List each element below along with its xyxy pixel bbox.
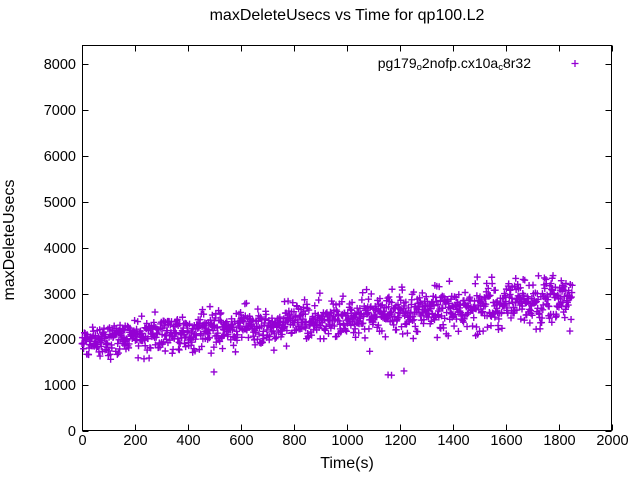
svg-text:200: 200: [123, 433, 147, 449]
svg-text:1600: 1600: [490, 433, 522, 449]
svg-text:1000: 1000: [331, 433, 363, 449]
svg-text:1200: 1200: [384, 433, 416, 449]
svg-text:5000: 5000: [44, 195, 76, 211]
svg-text:0: 0: [68, 424, 76, 440]
svg-text:maxDeleteUsecs vs Time for qp1: maxDeleteUsecs vs Time for qp100.L2: [210, 7, 485, 24]
svg-text:1800: 1800: [543, 433, 575, 449]
svg-text:8000: 8000: [44, 57, 76, 73]
svg-text:6000: 6000: [44, 149, 76, 165]
svg-text:3000: 3000: [44, 287, 76, 303]
svg-text:Time(s): Time(s): [320, 455, 374, 472]
svg-text:1400: 1400: [437, 433, 469, 449]
svg-text:800: 800: [282, 433, 306, 449]
svg-text:maxDeleteUsecs: maxDeleteUsecs: [1, 180, 18, 301]
svg-text:1000: 1000: [44, 378, 76, 394]
svg-text:400: 400: [176, 433, 200, 449]
svg-text:0: 0: [78, 433, 86, 449]
svg-text:2000: 2000: [44, 332, 76, 348]
svg-text:4000: 4000: [44, 241, 76, 257]
svg-text:600: 600: [229, 433, 253, 449]
svg-text:pg179o2nofp.cx10ac8r32: pg179o2nofp.cx10ac8r32: [378, 55, 532, 73]
svg-text:7000: 7000: [44, 103, 76, 119]
svg-text:2000: 2000: [596, 433, 628, 449]
